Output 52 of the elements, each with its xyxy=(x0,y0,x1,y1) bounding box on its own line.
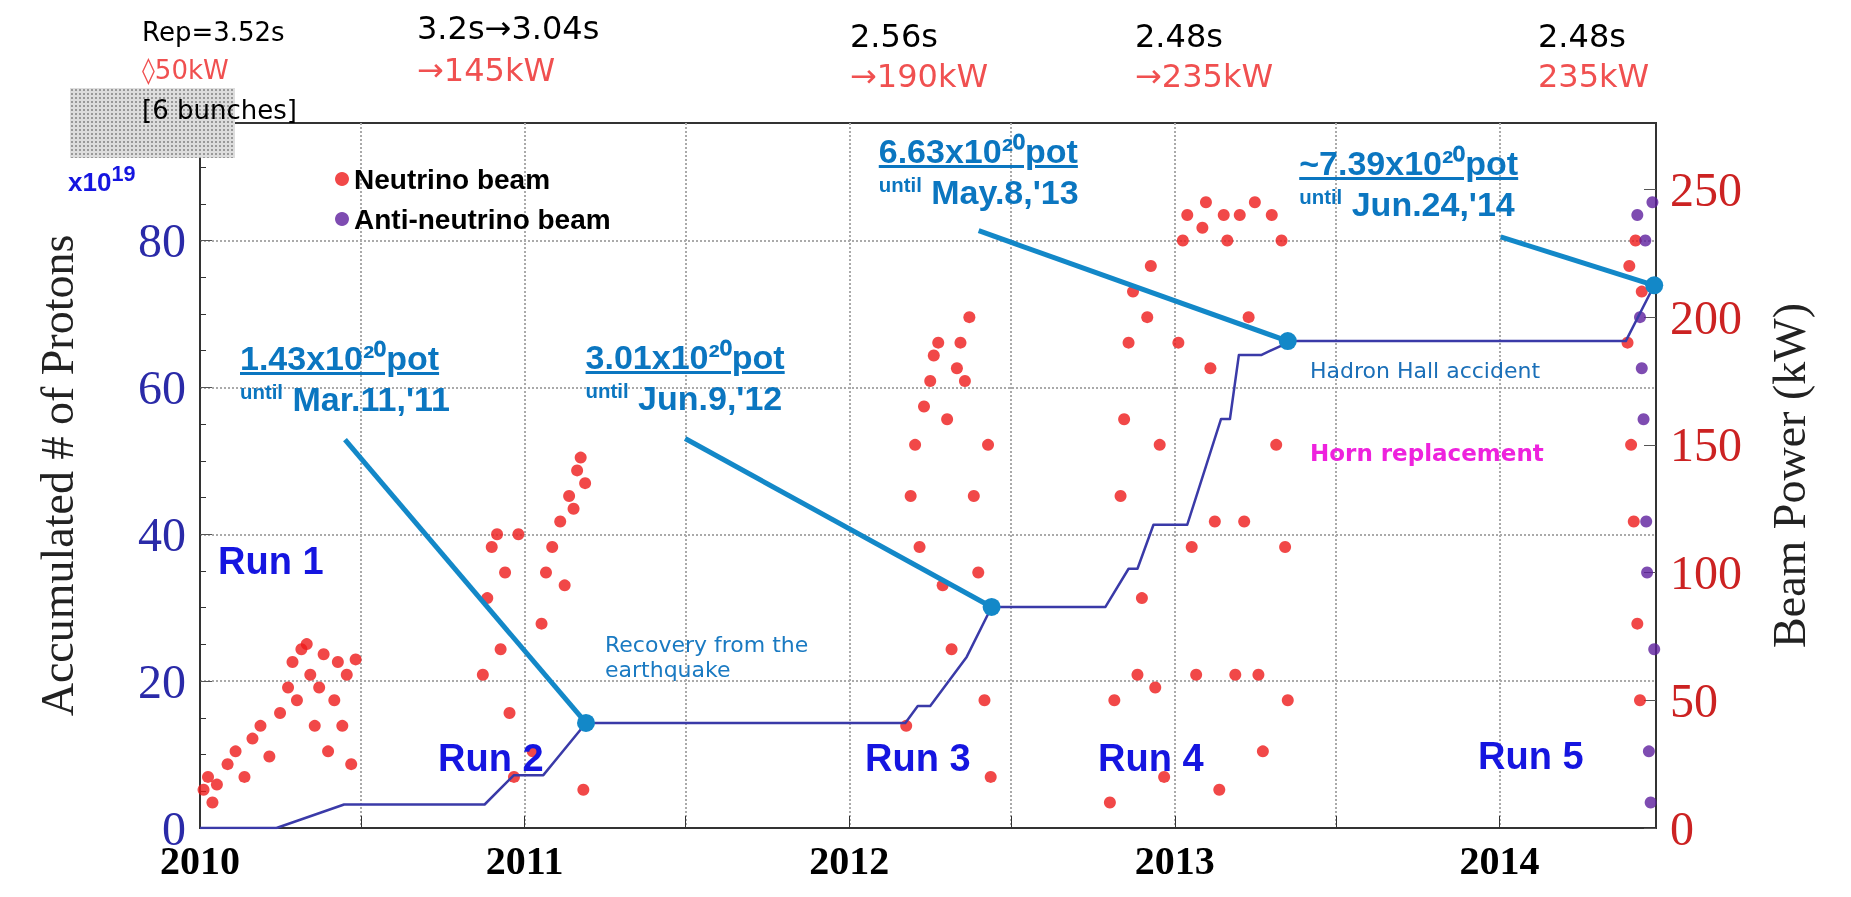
annotation: 1.43x10²⁰pot $^{until}$ Mar.11,'11 xyxy=(240,338,450,420)
y2-tick-label: 150 xyxy=(1670,418,1742,472)
annotation: Run 1 xyxy=(218,540,324,584)
text: 2.56s xyxy=(850,17,938,55)
point xyxy=(1637,413,1650,426)
annotation: Run 2 xyxy=(438,737,544,781)
x-tick-label: 2011 xyxy=(485,837,564,883)
legend-label: Anti-neutrino beam xyxy=(354,203,611,235)
text: 3.2s→3.04s xyxy=(417,9,600,47)
y-tick-label: 60 xyxy=(138,360,186,414)
point xyxy=(1644,796,1657,809)
legend-label: Neutrino beam xyxy=(354,163,551,195)
y2-tick-label: 0 xyxy=(1670,801,1694,855)
annotation: 6.63x10²⁰pot $^{until}$ May.8,'13 xyxy=(878,131,1079,213)
annotation: Horn replacement xyxy=(1310,440,1544,467)
point xyxy=(1646,196,1659,209)
point xyxy=(1639,234,1652,247)
point xyxy=(1642,745,1655,758)
annotation: [6 bunches] xyxy=(142,95,297,126)
y-axis-title: Accumulated # of Protons xyxy=(31,234,83,717)
y-tick-label: 40 xyxy=(138,507,186,561)
y2-tick-label: 200 xyxy=(1670,290,1742,344)
x-tick-label: 2014 xyxy=(1459,837,1540,883)
text: ◊50kW xyxy=(142,55,229,86)
text: 235kW xyxy=(1538,57,1650,95)
annotation: Run 3 xyxy=(865,737,971,781)
x-tick-label: 2012 xyxy=(809,837,890,883)
point xyxy=(1641,566,1654,579)
y2-tick-label: 100 xyxy=(1670,546,1742,600)
text: 2.48s xyxy=(1135,17,1223,55)
y2-tick-label: 250 xyxy=(1670,162,1742,216)
annotation: Recovery from the earthquake xyxy=(605,632,810,683)
annotation: 3.01x10²⁰pot $^{until}$ Jun.9,'12 xyxy=(585,336,785,419)
y-tick-label: 20 xyxy=(138,654,186,708)
y2-axis-title: Beam Power (kW) xyxy=(1763,303,1815,648)
annotation: Hadron Hall accident xyxy=(1310,358,1541,384)
text: →145kW xyxy=(417,51,556,89)
point xyxy=(1631,208,1644,221)
x-tick-label: 2013 xyxy=(1134,837,1215,883)
annotation: ~7.39x10²⁰pot $^{until}$ Jun.24,'14 xyxy=(1299,143,1519,225)
point xyxy=(1640,515,1653,528)
annotation: Run 4 xyxy=(1098,737,1204,781)
text: →190kW xyxy=(850,57,989,95)
text: →235kW xyxy=(1135,57,1274,95)
y-tick-label: 80 xyxy=(138,214,186,267)
point xyxy=(1648,643,1661,656)
text: Rep=3.52s xyxy=(142,17,285,48)
text: x10$^{19}$ xyxy=(68,161,136,198)
y2-tick-label: 50 xyxy=(1670,673,1718,727)
point xyxy=(1635,362,1648,375)
text: 2.48s xyxy=(1538,17,1626,55)
annotation: Run 5 xyxy=(1478,735,1584,779)
